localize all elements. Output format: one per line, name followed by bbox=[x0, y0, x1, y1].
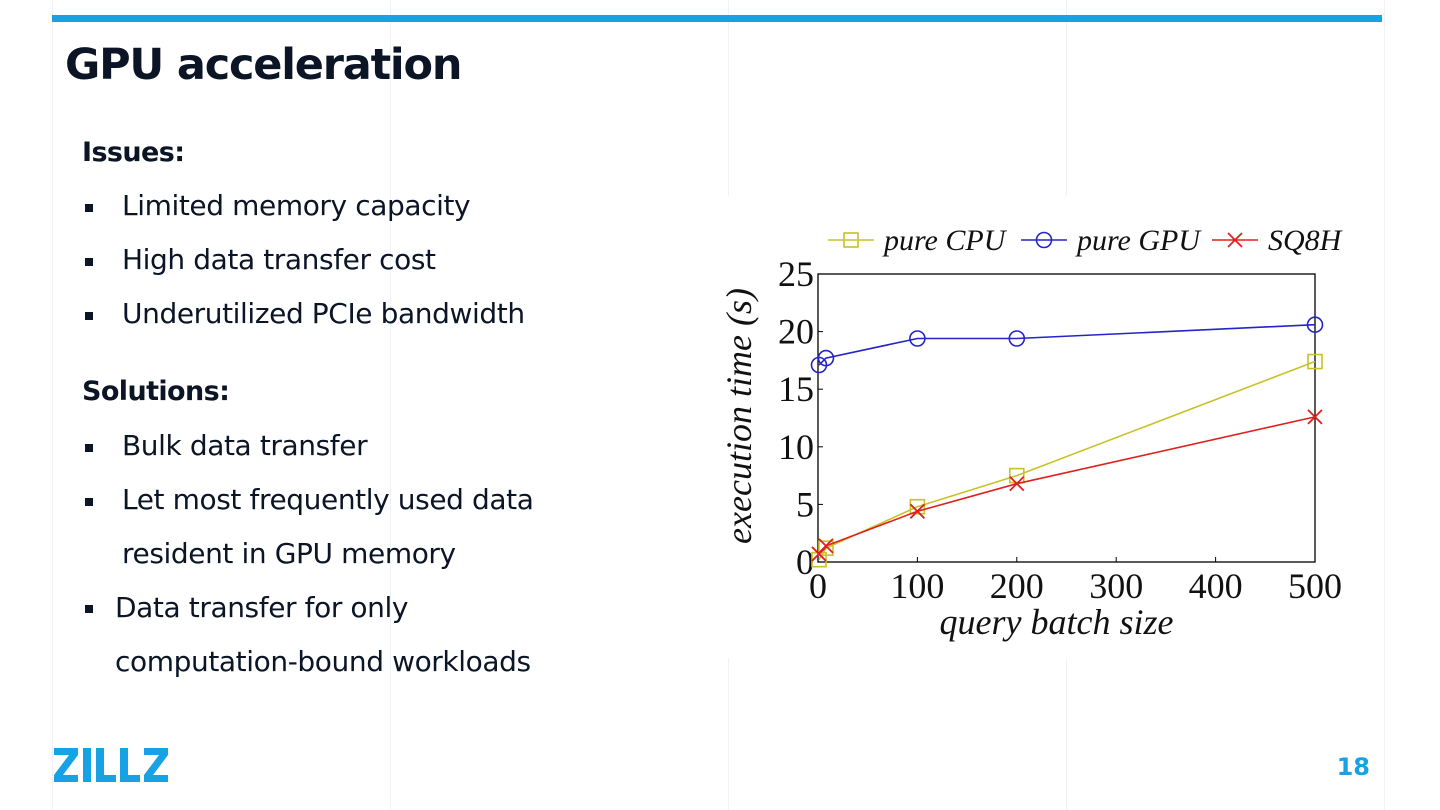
x-tick-label: 500 bbox=[1288, 566, 1342, 606]
legend-label-sq8h: SQ8H bbox=[1268, 224, 1344, 257]
data-point-pure-gpu bbox=[909, 330, 926, 347]
y-tick-label: 0 bbox=[796, 542, 814, 582]
solution-item: Bulk data transfer bbox=[122, 429, 368, 462]
solution-item-continuation: computation-bound workloads bbox=[115, 645, 531, 678]
x-tick-label: 0 bbox=[809, 566, 827, 606]
x-tick-label: 400 bbox=[1189, 566, 1243, 606]
issue-item: High data transfer cost bbox=[122, 243, 436, 276]
legend-marker-sq8h bbox=[1227, 232, 1243, 248]
data-point-sq8h bbox=[818, 538, 834, 554]
data-point-pure-cpu bbox=[909, 498, 926, 515]
x-tick-label: 100 bbox=[890, 566, 944, 606]
legend-marker-pure-cpu bbox=[843, 232, 859, 248]
x-tick-label: 200 bbox=[990, 566, 1044, 606]
data-point-sq8h bbox=[1009, 476, 1025, 492]
guide-line bbox=[1384, 0, 1385, 810]
bullet-icon bbox=[85, 312, 93, 320]
series-line-sq8h bbox=[818, 416, 1316, 555]
series-line-pure-cpu bbox=[818, 360, 1316, 561]
bullet-icon bbox=[85, 204, 93, 212]
y-tick-label: 25 bbox=[778, 254, 814, 294]
data-point-sq8h bbox=[1307, 409, 1323, 425]
chart-panel: 0 100 200 300 400 500 0 5 10 15 20 25 query batch si… bbox=[718, 196, 1368, 658]
y-tick-label: 20 bbox=[778, 312, 814, 352]
guide-line bbox=[390, 0, 391, 810]
y-tick-label: 15 bbox=[778, 369, 814, 409]
bullet-icon bbox=[85, 605, 93, 613]
solution-item: Data transfer for only bbox=[115, 591, 409, 624]
bullet-icon bbox=[85, 498, 93, 506]
y-tick-label: 5 bbox=[796, 484, 814, 524]
data-point-sq8h bbox=[909, 503, 926, 519]
zilliz-logo bbox=[54, 748, 168, 787]
series-line-pure-gpu bbox=[818, 323, 1316, 366]
legend-marker-pure-gpu bbox=[1035, 231, 1053, 249]
bullet-icon bbox=[85, 258, 93, 266]
issues-heading: Issues: bbox=[82, 137, 185, 168]
issue-item: Underutilized PCIe bandwidth bbox=[122, 297, 525, 330]
slide-title: GPU acceleration bbox=[65, 40, 462, 90]
y-tick-label: 10 bbox=[778, 427, 814, 467]
legend-label-pure-gpu: pure GPU bbox=[1075, 224, 1202, 257]
solution-item-continuation: resident in GPU memory bbox=[122, 537, 456, 570]
guide-line bbox=[52, 0, 53, 810]
data-point-pure-cpu bbox=[1307, 353, 1323, 370]
bullet-icon bbox=[85, 444, 93, 452]
issue-item: Limited memory capacity bbox=[122, 189, 471, 222]
data-point-pure-gpu bbox=[1008, 330, 1026, 347]
y-axis-label: execution time (s) bbox=[719, 288, 759, 544]
header-accent-bar bbox=[52, 15, 1382, 22]
x-axis-label: query batch size bbox=[940, 602, 1174, 642]
data-point-pure-gpu bbox=[1306, 316, 1324, 333]
solution-item: Let most frequently used data bbox=[122, 483, 534, 516]
x-tick-label: 300 bbox=[1089, 566, 1143, 606]
legend-label-pure-cpu: pure CPU bbox=[882, 224, 1008, 257]
page-number: 18 bbox=[1336, 753, 1370, 781]
data-point-pure-cpu bbox=[818, 540, 834, 556]
execution-time-chart: 0 100 200 300 400 500 0 5 10 15 20 25 query batch si… bbox=[719, 224, 1344, 642]
data-point-pure-gpu bbox=[817, 349, 835, 367]
solutions-heading: Solutions: bbox=[82, 376, 230, 407]
